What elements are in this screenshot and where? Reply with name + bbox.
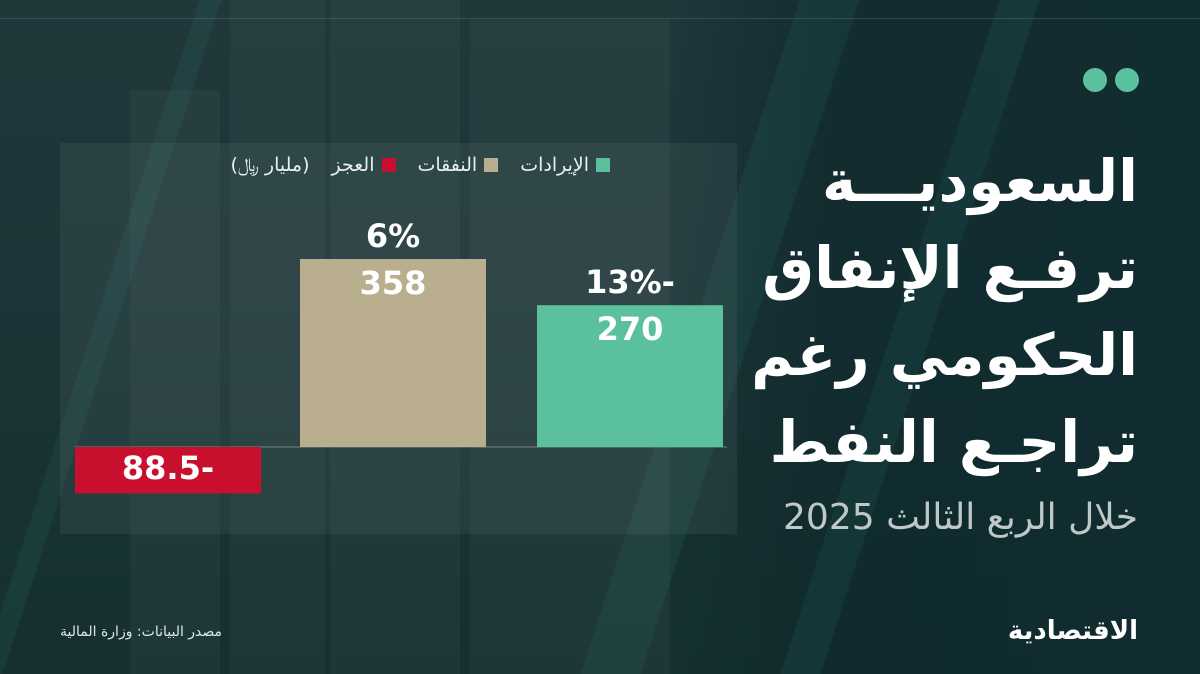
bar-change-label: 6%: [366, 217, 420, 255]
legend-item-deficit: العجز: [332, 154, 396, 176]
bar-1: [300, 259, 486, 447]
dot-icon: [1115, 68, 1139, 92]
bar-value-label: 358: [360, 264, 427, 302]
legend-swatch: [484, 158, 499, 172]
brand-logo: الاقتصادية: [1007, 616, 1138, 646]
headline-line: السعوديـــة: [822, 147, 1138, 215]
headline-line: تراجـع النفط: [769, 408, 1138, 476]
dot-icon: [1083, 68, 1107, 92]
legend-label: النفقات: [417, 154, 478, 176]
bar-2: [537, 305, 723, 447]
decorative-dots: [1083, 68, 1139, 92]
legend-unit: (مليار ﷼): [230, 154, 310, 176]
legend-label: الإيرادات: [520, 154, 589, 176]
bar-value-label: 270: [597, 310, 664, 348]
legend-swatch: [381, 158, 396, 172]
legend-label: العجز: [331, 154, 375, 176]
bar-0: [75, 447, 261, 494]
legend-swatch: [596, 158, 610, 172]
legend-item-revenue: الإيرادات: [520, 154, 610, 176]
headline: السعوديـــة ترفـع الإنفاق الحكومي رغم تر…: [718, 138, 1138, 486]
legend: الإيرادات النفقات العجز (مليار ﷼): [190, 154, 610, 176]
data-source: مصدر البيانات: وزارة المالية: [60, 624, 223, 640]
subtitle: خلال الربع الثالث 2025: [783, 497, 1138, 538]
headline-line: الحكومي رغم: [751, 321, 1138, 389]
headline-line: ترفـع الإنفاق: [762, 234, 1138, 302]
bar-value-label: 88.5-: [122, 449, 214, 487]
bar-change-label: 13%-: [585, 263, 675, 301]
legend-item-expenses: النفقات: [418, 154, 499, 176]
